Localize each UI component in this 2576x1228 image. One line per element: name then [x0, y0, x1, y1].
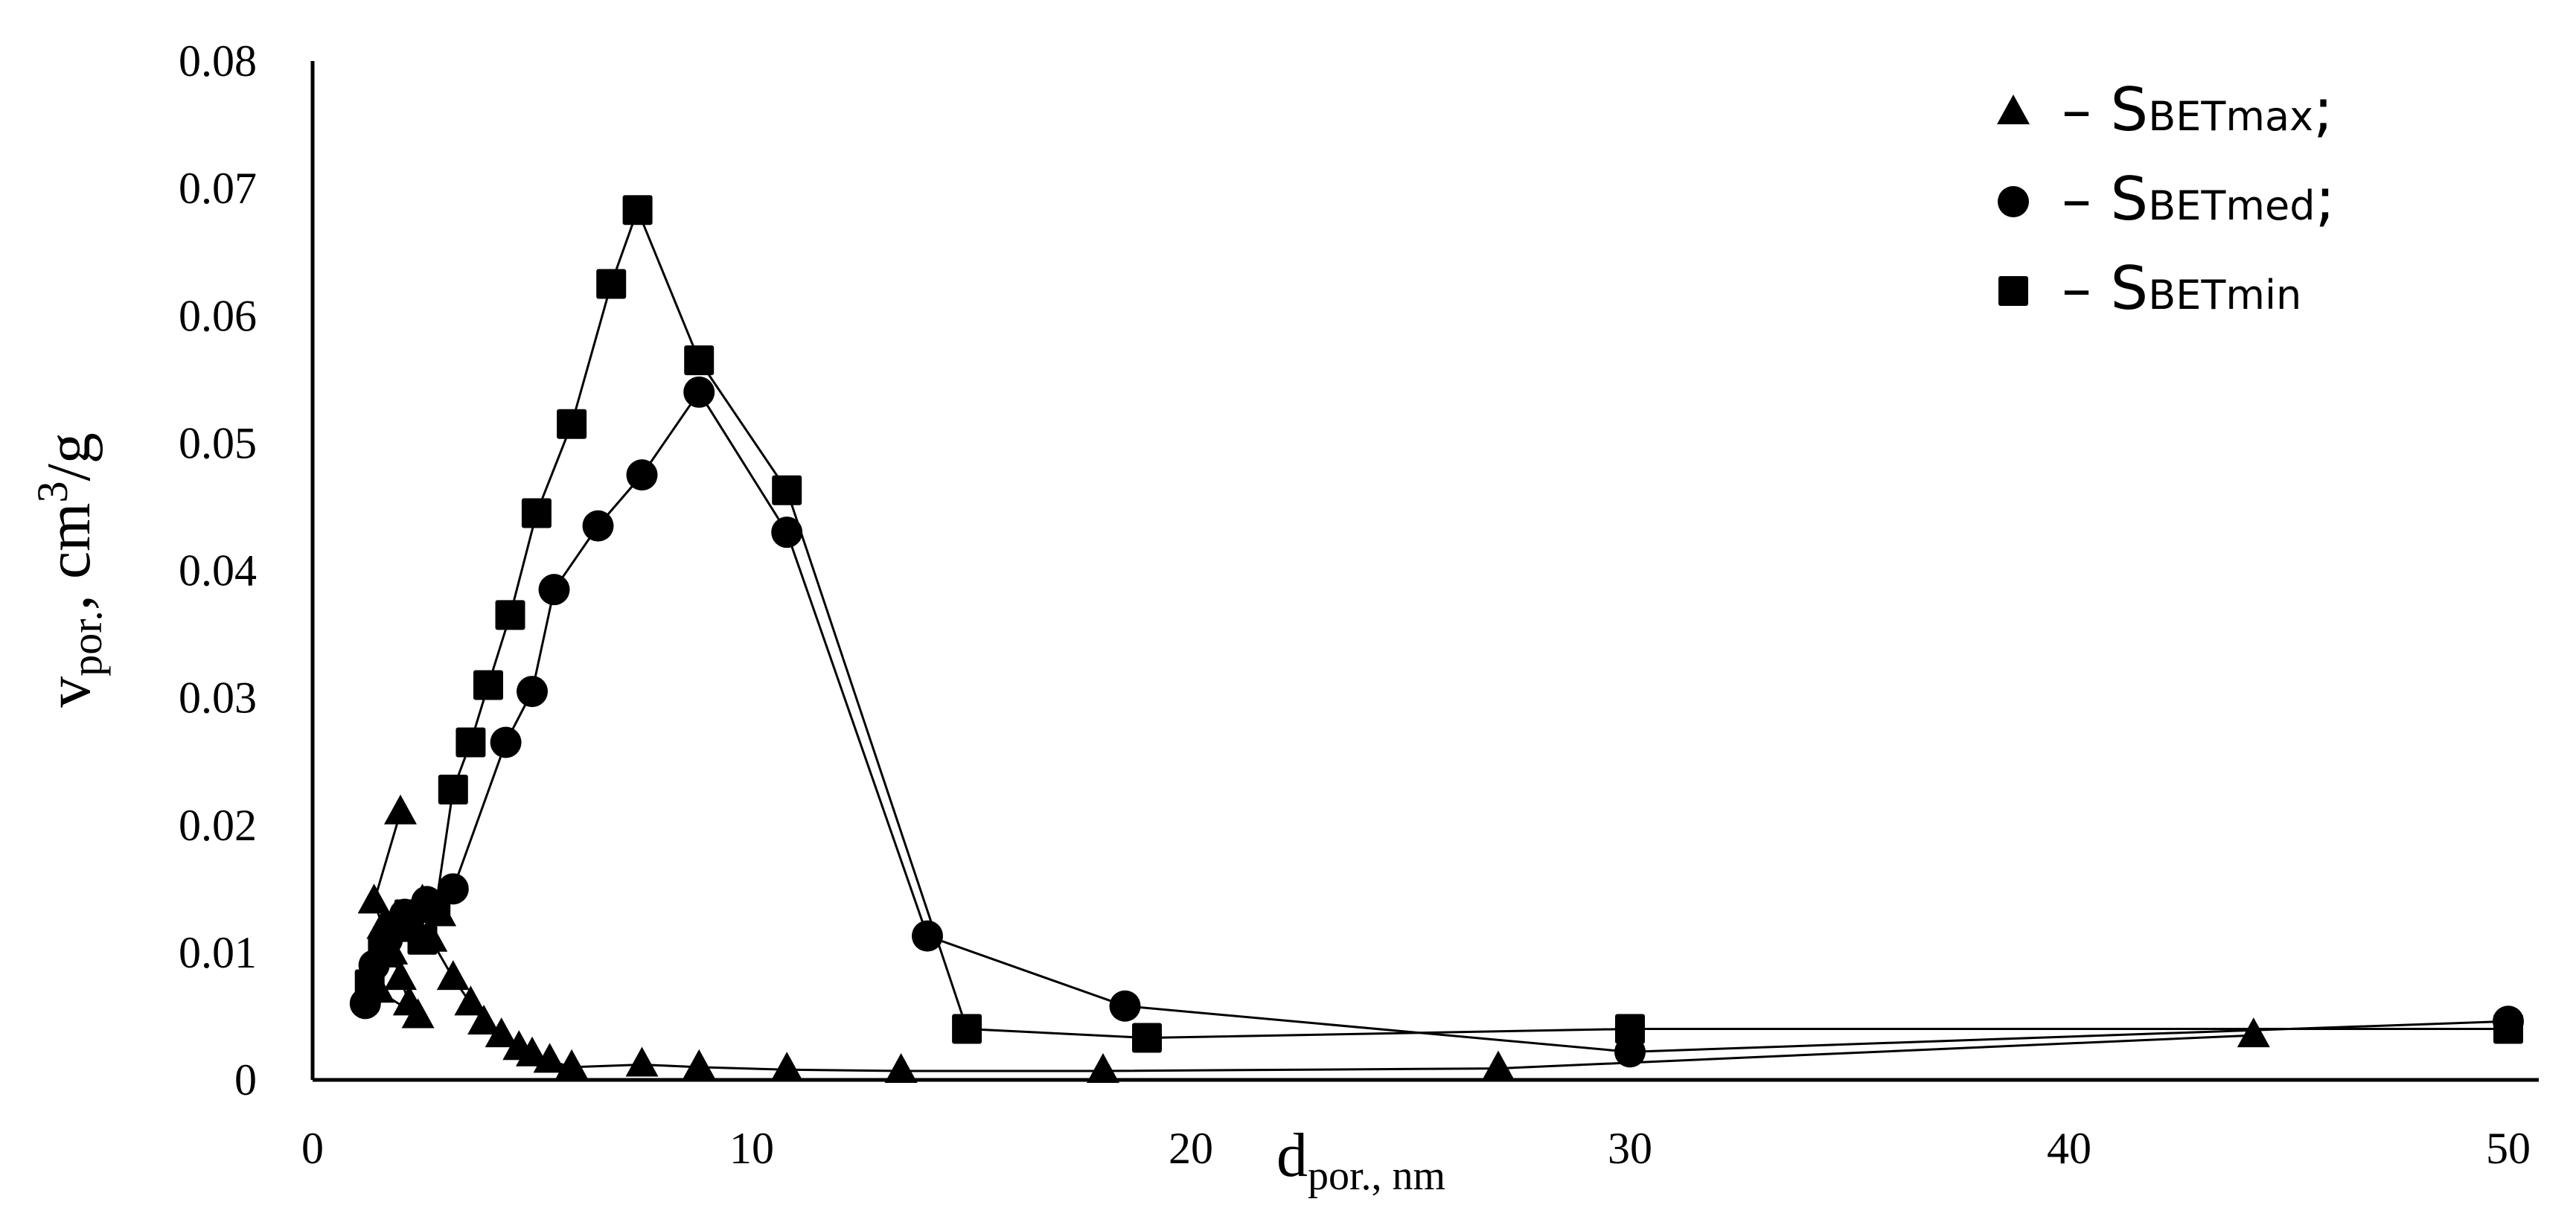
- data-point-square: [394, 899, 424, 930]
- y-tick-label: 0.02: [179, 801, 257, 850]
- data-point-triangle: [467, 1004, 501, 1034]
- data-point-triangle: [357, 883, 391, 914]
- y-axis-title-sub: por.: [63, 610, 111, 677]
- data-point-square: [596, 269, 627, 299]
- x-tick-label: 20: [1169, 1124, 1213, 1173]
- series-curves: [364, 207, 2509, 1072]
- data-point-square: [684, 345, 715, 376]
- data-point-triangle: [485, 1017, 518, 1048]
- data-point-circle: [1109, 990, 1141, 1022]
- y-axis-title-unit: cm: [34, 503, 103, 580]
- x-tick-label: 10: [729, 1124, 774, 1173]
- data-point-square: [952, 1014, 982, 1044]
- y-tick-label: 0.07: [179, 164, 257, 213]
- x-axis-title: dpor., nm: [1276, 1121, 1445, 1199]
- data-point-triangle: [384, 960, 417, 991]
- data-point-square: [2493, 1014, 2523, 1044]
- data-point-square: [421, 892, 451, 923]
- data-point-triangle: [454, 985, 488, 1016]
- data-point-circle: [683, 376, 715, 408]
- data-point-triangle: [436, 960, 470, 991]
- x-tick-label: 50: [2486, 1124, 2531, 1173]
- data-point-square: [557, 409, 587, 439]
- data-point-triangle: [2237, 1017, 2270, 1048]
- data-point-triangle: [1482, 1050, 1515, 1081]
- data-point-circle: [490, 726, 522, 758]
- data-point-triangle: [1087, 1053, 1119, 1084]
- y-axis-title: vpor., cm3/g: [28, 432, 111, 708]
- legend-marker-circle: [1998, 186, 2029, 217]
- data-point-square: [354, 969, 385, 1000]
- data-point-square: [1615, 1014, 1645, 1044]
- y-tick-label: 0.01: [179, 928, 257, 977]
- data-point-square: [495, 600, 525, 630]
- series-line-SBETmax: [373, 812, 2254, 1072]
- data-point-triangle: [533, 1043, 566, 1073]
- x-tick-label: 40: [2047, 1124, 2091, 1173]
- y-axis-title-main: v: [34, 677, 103, 708]
- legend: – SBETmax; – SBETmed; – SBETmin: [1997, 75, 2335, 323]
- legend-label-SBETmed: – SBETmed;: [2062, 164, 2335, 234]
- data-point-circle: [538, 574, 570, 606]
- data-point-triangle: [884, 1053, 918, 1084]
- legend-marker-triangle: [1997, 95, 2030, 124]
- y-tick-labels: 0 0.01 0.02 0.03 0.04 0.05 0.06 0.07 0.08: [179, 36, 257, 1104]
- x-axis-title-main: d: [1276, 1121, 1308, 1190]
- data-point-square: [772, 475, 802, 505]
- y-tick-label: 0.06: [179, 291, 257, 340]
- data-point-square: [521, 498, 552, 528]
- data-point-circle: [626, 459, 658, 491]
- series-markers: [349, 195, 2524, 1084]
- data-point-square: [1132, 1023, 1162, 1053]
- data-point-circle: [582, 510, 614, 542]
- data-point-square: [473, 670, 503, 700]
- y-axis-title-sep: ,: [34, 579, 103, 610]
- data-point-square: [438, 774, 468, 805]
- data-point-square: [368, 937, 398, 968]
- data-point-triangle: [555, 1049, 589, 1079]
- legend-label-SBETmax: – SBETmax;: [2062, 75, 2333, 144]
- series-line-SBETmin: [368, 207, 2508, 1040]
- data-point-circle: [771, 517, 803, 549]
- data-point-triangle: [516, 1036, 549, 1066]
- data-point-triangle: [770, 1052, 804, 1082]
- data-point-triangle: [401, 998, 435, 1029]
- data-point-circle: [517, 676, 548, 708]
- axes: [310, 61, 2539, 1082]
- data-point-circle: [912, 920, 943, 952]
- legend-marker-square: [1998, 276, 2028, 306]
- y-tick-label: 0.03: [179, 674, 257, 723]
- data-point-triangle: [625, 1046, 659, 1077]
- x-tick-label: 30: [1608, 1124, 1652, 1173]
- data-point-triangle: [683, 1049, 716, 1079]
- legend-label-SBETmin: – SBETmin: [2062, 254, 2301, 323]
- data-point-square: [456, 727, 486, 758]
- y-tick-label: 0: [234, 1055, 257, 1104]
- y-axis-title-unit-sup: 3: [28, 482, 77, 503]
- x-tick-labels: 0 10 20 30 40 50: [301, 1124, 2531, 1173]
- data-point-square: [622, 195, 653, 226]
- data-point-circle: [1614, 1036, 1646, 1068]
- y-tick-label: 0.04: [179, 546, 257, 595]
- y-tick-label: 0.05: [179, 418, 257, 467]
- x-tick-label: 0: [301, 1124, 324, 1173]
- data-point-square: [407, 924, 438, 955]
- data-point-triangle: [384, 794, 417, 825]
- y-axis-title-unit-post: /g: [34, 432, 103, 481]
- x-axis-title-sub: por., nm: [1308, 1153, 1445, 1199]
- y-tick-label: 0.08: [179, 36, 257, 86]
- series-line-SBETmed: [364, 390, 2509, 1053]
